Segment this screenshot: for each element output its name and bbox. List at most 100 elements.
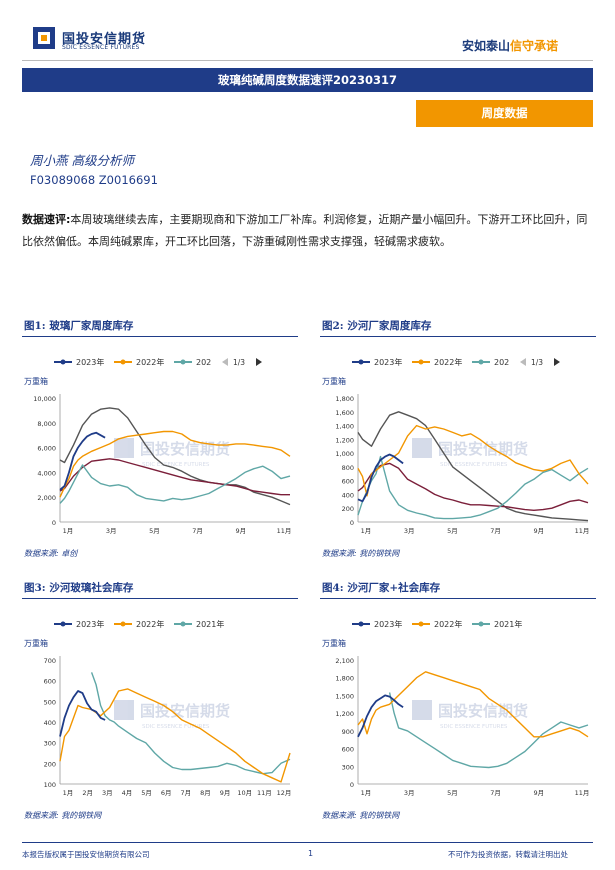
legend-item[interactable]: 2023年 (352, 619, 402, 629)
footer-copyright: 本报告版权属于国投安信期货有限公司 (22, 850, 150, 859)
figure-2: 图2: 沙河厂家周度库存 数据来源: 我的钢铁网 2023年 2022年 202 1/3 万… (320, 316, 596, 566)
figure-source: 数据来源: 卓创 (24, 549, 78, 558)
page-number: 1 (308, 849, 314, 858)
chart-svg: 2023年 2022年 202 1/3 万重箱 0 200 400 600 800 1,000 1,2… (322, 357, 589, 535)
watermark-logo-icon (114, 700, 134, 720)
figure-title: 图3: 沙河玻璃社会库存 (24, 582, 134, 594)
y-tick-label: 2,000 (37, 494, 56, 502)
series-line-3 (388, 692, 589, 769)
legend-pager[interactable]: 1/3 (520, 358, 560, 367)
legend-item[interactable]: 202 (174, 358, 211, 367)
footer-divider (22, 842, 593, 843)
y-tick-label: 500 (44, 698, 56, 706)
watermark: 国投安信期货 SDIC ESSENCE FUTURES (114, 700, 230, 730)
x-tick-label: 3月 (404, 527, 415, 535)
legend-item[interactable]: 2021年 (174, 619, 224, 629)
x-tick-label: 1月 (63, 789, 74, 797)
watermark-text: 国投安信期货 (438, 440, 528, 458)
y-tick-label: 1,800 (335, 675, 354, 683)
company-name-en: SDIC ESSENCE FUTURES (62, 44, 140, 51)
legend-pager[interactable]: 1/3 (222, 358, 262, 367)
y-tick-label: 400 (342, 491, 354, 499)
x-tick-label: 7月 (490, 527, 501, 535)
pager-prev-icon[interactable] (222, 358, 228, 366)
series-line-1 (59, 431, 106, 491)
legend-label: 2022年 (434, 357, 462, 367)
watermark-text: 国投安信期货 (140, 440, 230, 458)
watermark: 国投安信期货 SDIC ESSENCE FUTURES (412, 700, 528, 730)
y-tick-label: 300 (342, 763, 354, 771)
x-tick-label: 7月 (180, 789, 191, 797)
summary-text: 本周玻璃继续去库，主要期现商和下游加工厂补库。利润修复，近期产量小幅回升。下游开… (22, 213, 588, 248)
figure-title-rule (22, 598, 298, 599)
y-tick-label: 2,100 (335, 657, 354, 665)
figure-4: 图4: 沙河厂家+社会库存 数据来源: 我的钢铁网 2023年 2022年 2021年万… (320, 578, 596, 828)
y-tick-label: 4,000 (37, 469, 56, 477)
company-logo-icon (33, 27, 55, 49)
x-tick-label: 7月 (490, 789, 501, 797)
x-tick-label: 9月 (220, 789, 231, 797)
figure-source: 数据来源: 我的钢铁网 (322, 549, 400, 558)
x-tick-label: 3月 (102, 789, 113, 797)
pager-label: 1/3 (233, 358, 245, 367)
report-title: 玻璃纯碱周度数据速评20230317 (22, 68, 593, 92)
legend-label: 2021年 (196, 619, 224, 629)
y-tick-label: 700 (44, 657, 56, 665)
legend-label: 2023年 (76, 357, 104, 367)
legend-item[interactable]: 2023年 (54, 357, 104, 367)
y-tick-label: 200 (44, 760, 56, 768)
figure-source: 数据来源: 我的钢铁网 (322, 811, 400, 820)
footer-disclaimer: 不可作为投资依据，转载请注明出处 (448, 850, 568, 859)
y-tick-label: 1,200 (335, 436, 354, 444)
figure-source: 数据来源: 我的钢铁网 (24, 811, 102, 820)
series-line-3 (90, 672, 291, 775)
legend-item[interactable]: 2023年 (54, 619, 104, 629)
series-line-4 (357, 462, 589, 512)
x-tick-label: 11月 (277, 527, 292, 535)
x-tick-label: 12月 (277, 789, 292, 797)
y-tick-label: 900 (342, 728, 354, 736)
legend-item[interactable]: 2021年 (472, 619, 522, 629)
legend-label: 202 (494, 358, 509, 367)
summary-label: 数据速评: (22, 213, 71, 226)
watermark-text-en: SDIC ESSENCE FUTURES (440, 724, 508, 730)
x-tick-label: 9月 (235, 527, 246, 535)
x-tick-label: 9月 (533, 789, 544, 797)
series-line-2 (59, 688, 291, 783)
series-line-2 (357, 671, 589, 738)
axis-unit: 万重箱 (322, 376, 346, 386)
legend-item[interactable]: 2023年 (352, 357, 402, 367)
series-line-5 (357, 411, 589, 522)
x-tick-label: 1月 (63, 527, 74, 535)
series-line-4 (59, 458, 290, 496)
legend-label: 2023年 (76, 619, 104, 629)
y-tick-label: 400 (44, 719, 56, 727)
x-tick-label: 11月 (257, 789, 272, 797)
watermark-text: 国投安信期货 (438, 702, 528, 720)
slogan: 安如泰山信守承诺 (462, 37, 558, 54)
legend-label: 2022年 (136, 357, 164, 367)
legend-item[interactable]: 2022年 (412, 619, 462, 629)
figure-title-rule (320, 598, 596, 599)
pager-next-icon[interactable] (554, 358, 560, 366)
legend-item[interactable]: 2022年 (114, 357, 164, 367)
y-tick-label: 8,000 (37, 420, 56, 428)
legend-label: 2023年 (374, 619, 402, 629)
x-tick-label: 5月 (447, 789, 458, 797)
legend-item[interactable]: 202 (472, 358, 509, 367)
pager-prev-icon[interactable] (520, 358, 526, 366)
legend-item[interactable]: 2022年 (412, 357, 462, 367)
y-tick-label: 0 (350, 781, 354, 789)
pager-next-icon[interactable] (256, 358, 262, 366)
figure-title: 图1: 玻璃厂家周度库存 (24, 320, 134, 332)
x-tick-label: 6月 (161, 789, 172, 797)
y-tick-label: 1,400 (335, 423, 354, 431)
legend-item[interactable]: 2022年 (114, 619, 164, 629)
y-tick-label: 600 (342, 478, 354, 486)
slogan-part-b: 信守承诺 (510, 39, 559, 53)
figure-title-rule (22, 336, 298, 337)
watermark-text: 国投安信期货 (140, 702, 230, 720)
watermark-text-en: SDIC ESSENCE FUTURES (440, 462, 508, 468)
